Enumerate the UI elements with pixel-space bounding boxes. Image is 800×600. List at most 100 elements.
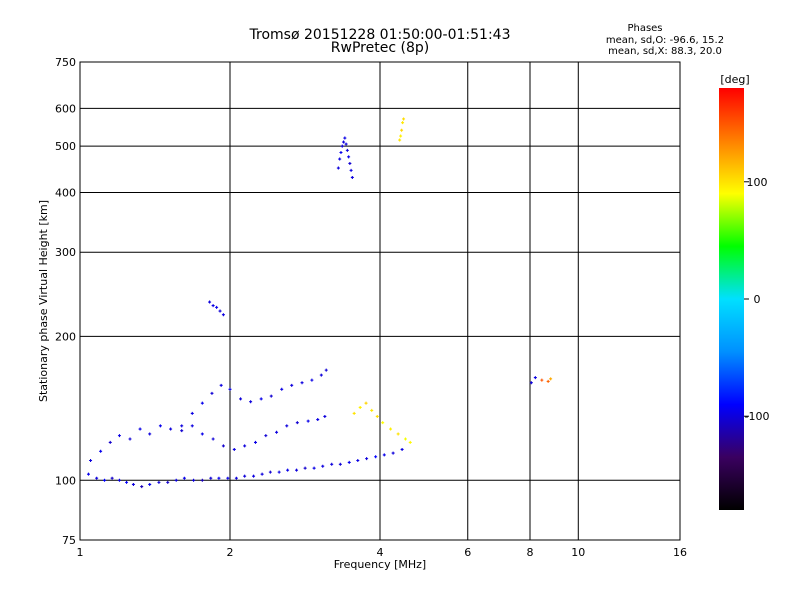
data-point (259, 397, 263, 401)
data-point (300, 381, 304, 385)
data-point (275, 430, 279, 434)
data-point (336, 166, 340, 170)
data-point (374, 455, 378, 459)
data-point (540, 378, 544, 382)
data-point (340, 144, 344, 148)
data-point (260, 472, 264, 476)
data-point (349, 168, 353, 172)
x-tick-label: 8 (527, 546, 534, 559)
data-point (219, 383, 223, 387)
colorbar-tick-label: 100 (747, 176, 768, 189)
x-axis-ticks: 1 2 4 6 8 10 16 (77, 546, 688, 559)
data-point (345, 148, 349, 152)
data-point (295, 468, 299, 472)
data-point (323, 414, 327, 418)
y-axis-label: Stationary phase Virtual Height [km] (37, 200, 50, 402)
data-point (243, 444, 247, 448)
data-point (108, 440, 112, 444)
data-point (280, 387, 284, 391)
data-point (303, 466, 307, 470)
data-point (226, 476, 230, 480)
y-tick-label: 75 (62, 534, 76, 547)
data-point (338, 462, 342, 466)
data-point (400, 128, 404, 132)
data-point (218, 309, 222, 313)
stats-line-x: mean, sd,X: 88.3, 20.0 (608, 46, 722, 57)
title-line-2: RwPretec (8p) (331, 40, 429, 56)
data-point (243, 474, 247, 478)
data-point (358, 405, 362, 409)
data-point (253, 440, 257, 444)
data-point (312, 466, 316, 470)
data-point (200, 478, 204, 482)
data-point (375, 414, 379, 418)
data-point (295, 421, 299, 425)
data-point (347, 155, 351, 159)
data-point (190, 424, 194, 428)
data-point (344, 142, 348, 146)
data-point (316, 418, 320, 422)
data-point (389, 427, 393, 431)
data-point (396, 432, 400, 436)
data-point (399, 134, 403, 138)
data-point (324, 368, 328, 372)
data-point (180, 424, 184, 428)
y-tick-label: 200 (55, 330, 76, 343)
data-point (158, 424, 162, 428)
colorbar-tick-label: -100 (745, 410, 770, 423)
data-point (264, 434, 268, 438)
data-point (352, 411, 356, 415)
data-point (232, 447, 236, 451)
data-point (169, 427, 173, 431)
data-point (319, 373, 323, 377)
data-point (200, 401, 204, 405)
data-point (290, 383, 294, 387)
data-point (138, 427, 142, 431)
y-tick-label: 600 (55, 102, 76, 115)
data-point (382, 453, 386, 457)
data-point (249, 400, 253, 404)
data-point (546, 379, 550, 383)
data-point (403, 437, 407, 441)
data-point (110, 476, 114, 480)
data-point (117, 434, 121, 438)
data-point (215, 305, 219, 309)
data-point (350, 175, 354, 179)
data-point (286, 468, 290, 472)
data-point (200, 432, 204, 436)
x-tick-label: 1 (77, 546, 84, 559)
data-point (131, 482, 135, 486)
stats-title: Phases (627, 23, 662, 34)
data-point (356, 458, 360, 462)
data-point (209, 476, 213, 480)
data-point (401, 121, 405, 125)
data-point (348, 161, 352, 165)
data-point (103, 478, 107, 482)
data-point (190, 411, 194, 415)
data-point (221, 444, 225, 448)
data-point (268, 470, 272, 474)
data-point (342, 140, 346, 144)
data-point (148, 432, 152, 436)
colorbar-tick-label: 0 (754, 293, 761, 306)
data-point (86, 472, 90, 476)
data-point (365, 457, 369, 461)
data-point (277, 470, 281, 474)
grid (80, 62, 680, 540)
data-point (192, 478, 196, 482)
title-block: Tromsø 20151228 01:50:00-01:51:43 RwPret… (249, 27, 511, 56)
data-point (128, 437, 132, 441)
data-point (339, 150, 343, 154)
data-point (370, 408, 374, 412)
data-point (330, 462, 334, 466)
colorbar-gradient (719, 88, 744, 510)
data-point (95, 476, 99, 480)
x-tick-label: 16 (673, 546, 687, 559)
data-point (211, 304, 215, 308)
x-axis-label: Frequency [MHz] (334, 558, 426, 571)
data-point (117, 478, 121, 482)
data-point (529, 381, 533, 385)
title-line-1: Tromsø 20151228 01:50:00-01:51:43 (249, 27, 511, 43)
x-tick-label: 6 (464, 546, 471, 559)
